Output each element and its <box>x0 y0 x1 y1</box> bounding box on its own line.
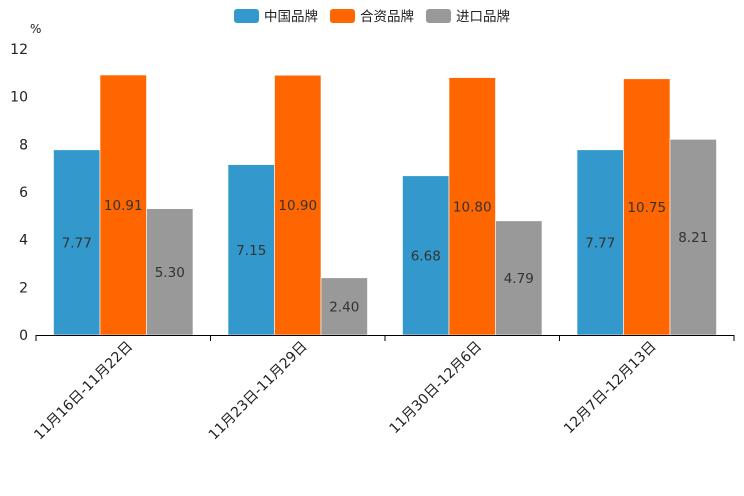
y-tick-label: 6 <box>19 185 28 201</box>
data-label: 10.75 <box>627 200 666 216</box>
data-label: 5.30 <box>155 265 185 281</box>
legend-swatch <box>234 9 259 23</box>
bar-1-2[interactable] <box>227 164 275 336</box>
y-tick-label: 4 <box>19 233 28 249</box>
legend: 中国品牌 合资品牌 进口品牌 <box>234 8 510 25</box>
y-tick-label: 2 <box>19 280 28 296</box>
x-category-label: 11月30日-12月6日 <box>387 339 486 438</box>
data-labels: 7.77 10.91 5.30 7.15 10.90 2.40 6.68 10.80 4.79 7… <box>62 198 709 315</box>
data-label: 8.21 <box>678 230 708 246</box>
bar-3-4[interactable] <box>669 139 717 336</box>
legend-swatch <box>330 9 355 23</box>
legend-label: 中国品牌 <box>264 8 318 25</box>
data-label: 10.80 <box>453 199 492 215</box>
legend-label: 合资品牌 <box>360 8 414 25</box>
y-tick-label: 8 <box>19 137 28 153</box>
x-category-label: 11月23日-11月29日 <box>206 339 311 444</box>
bar-1-4[interactable] <box>576 149 624 336</box>
data-label: 4.79 <box>504 271 534 287</box>
x-category-label: 11月16日-11月22日 <box>31 339 136 444</box>
legend-label: 进口品牌 <box>456 8 510 25</box>
data-label: 6.68 <box>411 248 441 264</box>
data-label: 10.90 <box>278 198 317 214</box>
y-tick-label: 10 <box>10 90 28 106</box>
bar-2-2[interactable] <box>274 74 322 336</box>
legend-swatch <box>426 9 451 23</box>
y-axis: 0 2 4 6 8 10 12 <box>10 42 28 344</box>
bar-2-3[interactable] <box>448 77 496 336</box>
data-label: 7.15 <box>236 243 266 259</box>
data-label: 7.77 <box>62 235 92 251</box>
bar-3-2[interactable] <box>320 277 368 336</box>
x-category-label: 12月7日-12月13日 <box>561 339 660 438</box>
x-axis: 11月16日-11月22日 11月23日-11月29日 11月30日-12月6日 12… <box>31 335 735 444</box>
data-label: 2.40 <box>329 299 359 315</box>
bar-1-1[interactable] <box>53 149 101 336</box>
data-label: 10.91 <box>104 198 143 214</box>
data-label: 7.77 <box>585 235 615 251</box>
bars <box>53 74 717 336</box>
y-tick-label: 12 <box>10 42 28 58</box>
bar-2-1[interactable] <box>99 74 147 336</box>
bar-3-1[interactable] <box>146 208 194 336</box>
y-axis-unit: % <box>30 22 41 36</box>
y-tick-label: 0 <box>19 328 28 344</box>
